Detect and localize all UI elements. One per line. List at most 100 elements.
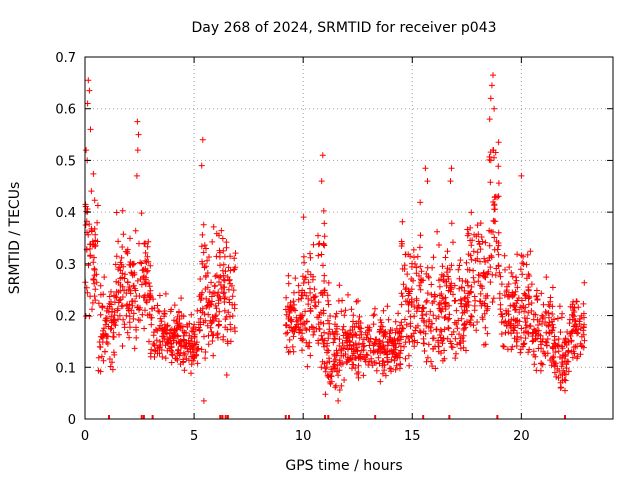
data-point (381, 367, 388, 374)
data-point (330, 363, 337, 370)
data-point (399, 218, 406, 225)
data-point (389, 327, 396, 334)
data-point (486, 242, 493, 249)
data-point (90, 276, 97, 282)
data-point (327, 313, 334, 319)
data-point (204, 322, 211, 329)
data-point (283, 344, 290, 351)
data-point (411, 254, 417, 261)
data-point (435, 343, 442, 350)
data-point (84, 100, 91, 107)
data-point (133, 334, 140, 341)
data-point (525, 287, 532, 294)
data-point (463, 347, 469, 354)
data-point (502, 266, 508, 273)
data-point (389, 338, 396, 344)
data-point (97, 368, 104, 375)
data-point (196, 327, 203, 334)
data-point (470, 322, 477, 329)
data-point (377, 378, 384, 385)
data-point (193, 352, 200, 359)
data-point (112, 261, 119, 268)
data-point (137, 259, 144, 266)
data-point (131, 285, 138, 292)
data-point (453, 307, 460, 314)
data-point (488, 82, 495, 89)
data-point (446, 302, 453, 309)
data-point (203, 295, 210, 302)
data-point (392, 366, 399, 373)
data-point (163, 330, 170, 337)
data-point (176, 352, 183, 359)
data-point (491, 246, 498, 253)
data-point (204, 270, 211, 276)
data-point (314, 314, 321, 321)
data-point (525, 309, 532, 316)
data-point (324, 359, 331, 366)
data-point (509, 343, 516, 350)
data-point (464, 307, 471, 314)
data-point (183, 330, 190, 336)
data-point (567, 303, 574, 310)
data-point (416, 244, 423, 251)
data-point (388, 365, 395, 372)
data-point (148, 314, 155, 321)
data-point (131, 260, 137, 267)
data-point (119, 207, 126, 214)
data-point (487, 279, 494, 286)
data-point (417, 199, 424, 206)
data-point (108, 298, 114, 305)
data-point (215, 300, 222, 307)
data-point (154, 302, 161, 309)
data-point (350, 312, 357, 319)
data-point (403, 321, 410, 328)
data-point (227, 253, 234, 260)
data-point (322, 365, 329, 372)
data-point (109, 308, 116, 315)
data-point (546, 303, 553, 310)
data-point (347, 327, 354, 334)
data-point (381, 345, 388, 352)
data-point (188, 361, 195, 368)
data-point (300, 253, 307, 260)
data-point (168, 351, 175, 358)
data-point (532, 353, 539, 360)
data-point (91, 266, 98, 273)
data-point (91, 197, 98, 204)
data-point (467, 252, 474, 259)
data-point (220, 261, 227, 268)
data-point (216, 232, 222, 239)
zero-markers (108, 415, 566, 419)
data-point (340, 352, 347, 359)
data-point (408, 296, 415, 303)
data-point (492, 193, 499, 200)
data-point (370, 321, 377, 328)
data-point (455, 266, 462, 273)
data-point (95, 300, 102, 307)
data-point (459, 335, 466, 341)
data-point (569, 354, 576, 361)
data-point (223, 372, 230, 378)
data-point (490, 147, 496, 154)
data-point (225, 309, 232, 316)
data-point (100, 291, 107, 298)
x-ticks: 0 5 10 15 20 (81, 57, 530, 444)
data-point (477, 258, 483, 265)
data-point (516, 318, 523, 325)
data-point (432, 365, 439, 372)
data-point (470, 248, 477, 255)
data-point (321, 233, 328, 240)
data-point (374, 348, 381, 355)
data-point (448, 343, 455, 350)
data-point (199, 289, 206, 296)
data-point (100, 357, 107, 364)
data-point (199, 136, 206, 143)
data-point (98, 353, 105, 360)
data-point (186, 357, 192, 364)
data-point (452, 355, 459, 362)
data-point (293, 321, 300, 328)
data-point (470, 267, 477, 274)
data-point (406, 362, 413, 369)
data-point (87, 126, 94, 133)
data-point (557, 329, 564, 336)
